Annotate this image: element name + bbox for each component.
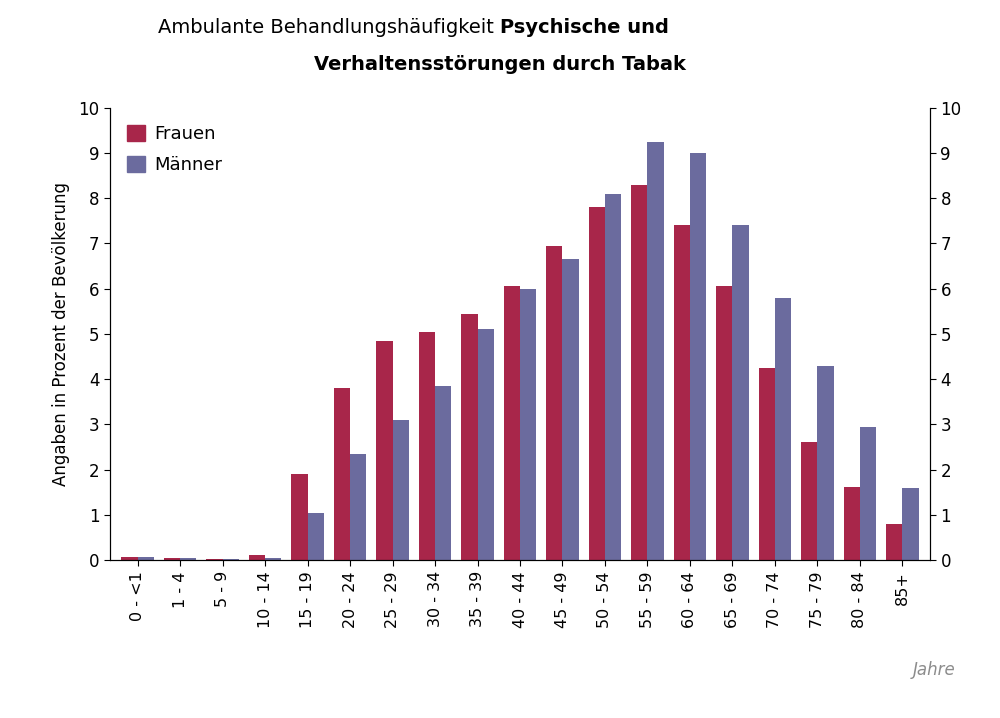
Bar [435,386,451,560]
Bar [308,513,324,560]
Bar [265,558,281,560]
Bar [860,426,876,560]
Bar [801,442,817,560]
Bar [350,454,366,560]
Bar [886,524,902,560]
Bar [478,330,494,560]
Bar [334,388,350,560]
Text: Psychische und: Psychische und [500,18,669,37]
Bar [291,474,308,560]
Bar [562,259,579,560]
Bar [138,557,154,560]
Bar [520,289,536,560]
Bar [732,225,749,560]
Bar [775,298,791,560]
Bar [180,558,196,560]
Bar [461,314,478,560]
Bar [817,365,834,560]
Bar [249,554,265,560]
Bar [223,559,239,560]
Bar [690,153,706,560]
Bar [631,185,647,560]
Bar [376,340,393,560]
Bar [647,141,664,560]
Bar [504,286,520,560]
Legend: Frauen, Männer: Frauen, Männer [123,121,225,177]
Bar [674,225,690,560]
Text: Jahre: Jahre [912,661,955,679]
Bar [546,246,562,560]
Text: Verhaltensstörungen durch Tabak: Verhaltensstörungen durch Tabak [314,55,686,74]
Bar [844,487,860,560]
Bar [902,488,919,560]
Bar [121,557,138,560]
Bar [393,420,409,560]
Text: Ambulante Behandlungshäufigkeit: Ambulante Behandlungshäufigkeit [158,18,500,37]
Bar [605,194,621,560]
Bar [589,208,605,560]
Bar [164,558,180,560]
Bar [419,332,435,560]
Bar [716,286,732,560]
Bar [759,368,775,560]
Y-axis label: Angaben in Prozent der Bevölkerung: Angaben in Prozent der Bevölkerung [52,182,70,486]
Bar [206,559,223,560]
